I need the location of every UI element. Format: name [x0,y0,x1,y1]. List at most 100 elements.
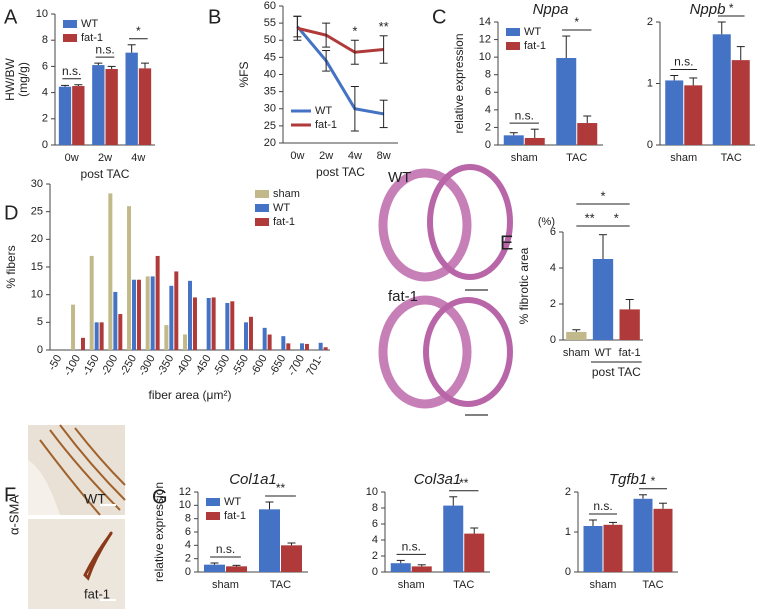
bar [71,304,76,350]
y-unit: (%) [538,216,555,228]
x-tick-label: TAC [270,579,291,591]
y-axis-label: relative expression [452,33,466,133]
y-tick-label: 55 [264,17,276,29]
legend-swatch [206,498,220,506]
x-tick-label: 4w [348,150,362,162]
legend-label: sham [273,188,300,200]
bar [94,322,99,350]
bar [281,336,286,350]
legend-label: fat-1 [273,216,295,228]
y-tick-label: 2 [372,550,378,562]
y-tick-label: 10 [31,289,43,301]
x-tick-label: TAC [566,152,587,164]
y-tick-label: 0 [37,344,43,356]
y-tick-label: 4 [185,539,191,551]
x-tick-label: -500 [211,353,232,378]
heart-section-wt [378,164,513,291]
significance-label: ** [276,481,286,495]
bar [226,566,247,572]
y-tick-label: 6 [372,518,378,530]
y-tick-label: 12 [479,33,491,45]
y-axis-label: % fibers [4,245,18,288]
y-tick-label: 10 [479,51,491,63]
y-tick-label: 60 [264,0,276,12]
significance-label: ** [379,19,389,34]
y-tick-label: 4 [485,104,491,116]
legend-swatch [63,34,77,42]
y-tick-label: 10 [366,486,378,498]
y-tick-label: 10 [179,499,191,511]
panel-letter: E [500,232,513,254]
y-tick-label: 45 [264,51,276,63]
bar [192,297,197,350]
legend-label: fat-1 [81,32,103,44]
y-tick-label: 4 [372,534,378,546]
significance-label: ** [459,476,469,490]
bar [183,334,188,350]
x-tick-label: -300 [136,353,157,378]
x-tick-label: 2w [98,152,112,164]
micrograph-label: WT [388,169,411,186]
bar [248,316,253,350]
y-tick-label: 8 [372,502,378,514]
y-tick-label: 5 [37,316,43,328]
y-tick-label: 0 [647,139,653,151]
x-tick-label: -50 [46,353,64,373]
y-tick-label: 4 [42,87,48,99]
bar [281,545,302,572]
sma-micrograph-fat1 [28,519,125,609]
x-tick-label: 701- [304,353,326,378]
y-tick-label: 2 [185,553,191,565]
x-tick-label: sham [670,152,697,164]
y-axis-label: HW/BW [3,57,17,100]
significance-label: n.s. [216,542,235,556]
y-tick-label: 2 [42,113,48,125]
x-tick-label: sham [563,347,590,359]
bar [300,343,304,350]
y-axis-label: % fibrotic area [517,247,531,324]
y-tick-label: 15 [31,261,43,273]
legend-label: fat-1 [224,510,246,522]
y-tick-label: 8 [42,34,48,46]
x-tick-label: -400 [174,353,195,378]
y-tick-label: 2 [550,298,556,310]
bar [731,60,750,145]
bar [92,65,105,145]
x-tick-label: -150 [80,353,101,378]
significance-label: * [614,210,619,225]
y-tick-label: 2 [647,16,653,28]
panel-letter: C [432,6,446,28]
significance-label: ** [585,210,595,225]
bar [323,347,328,350]
legend-label: WT [315,105,332,117]
significance-label: * [729,1,734,15]
x-tick-label: -650 [267,353,288,378]
bar [318,342,323,350]
bar [169,285,174,350]
legend-label: WT [524,26,541,38]
x-tick-label: -700 [286,353,307,378]
bar [204,564,225,572]
legend-swatch [255,218,269,226]
micrograph-label: fat-1 [84,586,110,601]
bar [108,193,113,350]
y-tick-label: 6 [550,226,556,238]
bar [267,334,272,350]
y-tick-label: 0 [485,139,491,151]
y-tick-label: 12 [179,486,191,498]
bar [577,123,598,145]
bar [174,271,179,350]
bar [619,309,640,340]
x-tick-label: -200 [99,353,120,378]
legend-label: fat-1 [315,119,337,131]
bar [304,343,309,350]
x-axis-label: post TAC [81,167,130,181]
bar [150,276,155,350]
x-axis-label: post TAC [592,365,641,379]
bar [164,325,169,350]
micrograph-label: WT [84,491,106,507]
x-tick-label: sham [212,579,239,591]
bar [225,302,230,350]
bar [633,498,653,572]
